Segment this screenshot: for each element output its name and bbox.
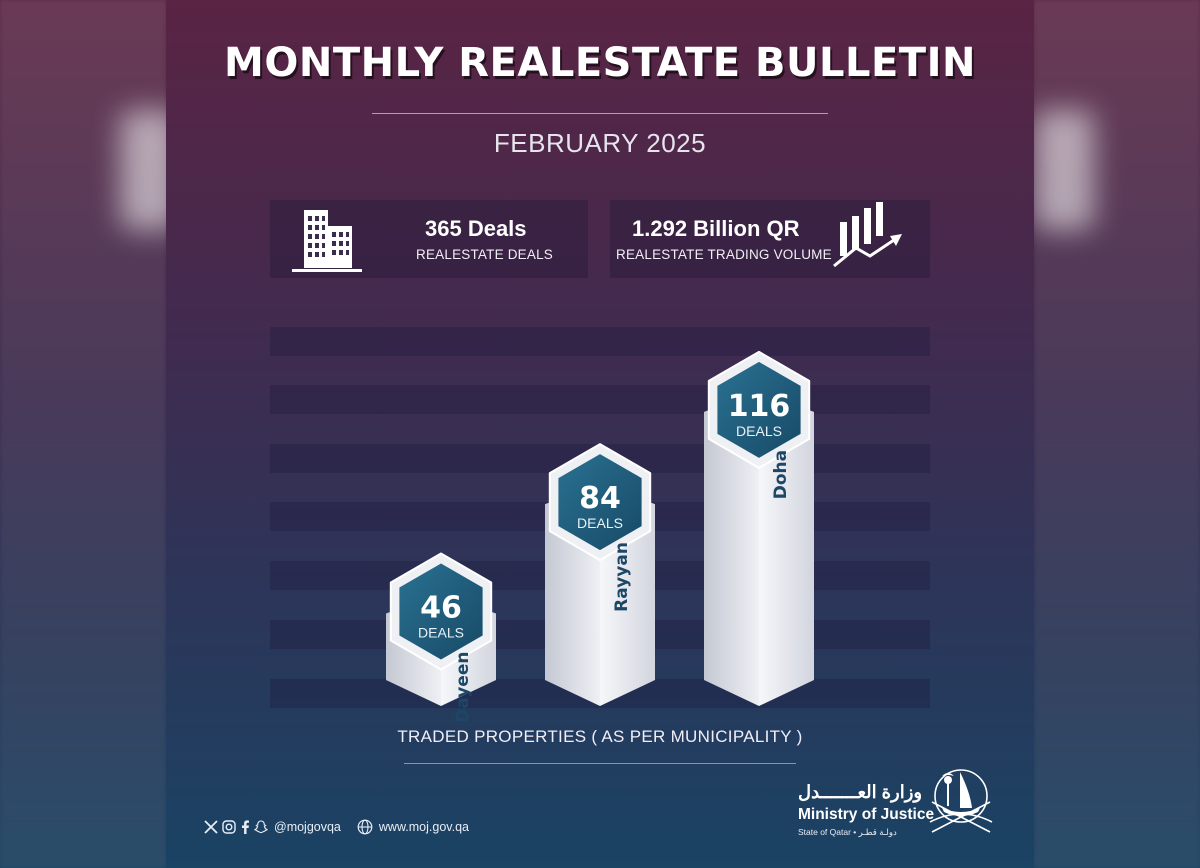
x-axis-caption: TRADED PROPERTIES ( AS PER MUNICIPALITY … [397,727,803,746]
ministry-logo-english: Ministry of Justice [798,806,935,823]
page-title: MONTHLY REALESTATE BULLETIN [224,40,976,86]
deals-label: REALESTATE DEALS [416,247,553,262]
snapchat-icon[interactable] [254,820,268,834]
qatar-emblem-icon [929,769,993,833]
bar-badge [558,454,642,551]
bar-badge [399,563,483,660]
bar-left-face [704,391,759,706]
globe-icon [357,819,373,835]
instagram-icon[interactable] [222,820,236,834]
social-handle[interactable]: @mojgovqa [274,820,341,834]
volume-value: 1.292 Billion QR [632,216,800,241]
bar-value-label: 84 [579,481,621,516]
bar-right-face [759,391,814,706]
bar-unit-label: DEALS [577,515,623,531]
bar-unit-label: DEALS [736,423,782,439]
bar-category-label: Rayyan [612,542,632,612]
period-label: FEBRUARY 2025 [493,128,707,158]
bar-category-label: Doha [771,450,791,499]
building-icon [292,210,362,272]
caption-divider [404,763,796,764]
bulletin-card: MONTHLY REALESTATE BULLETIN FEBRUARY 202… [166,0,1034,868]
deals-value: 365 Deals [425,216,527,241]
x-icon[interactable] [204,820,218,834]
bar-unit-label: DEALS [418,625,464,641]
grid-stripe [270,385,930,414]
social-links: @mojgovqa www.moj.gov.qa [204,819,469,835]
website-link[interactable]: www.moj.gov.qa [378,820,469,834]
grid-stripe [270,327,930,356]
bar-badge [717,361,801,458]
blurred-background-right [1034,0,1200,868]
ministry-logo-subtitle: State of Qatar • دولـة قطـر [798,827,897,837]
volume-stat-box: 1.292 Billion QR REALESTATE TRADING VOLU… [610,200,930,278]
bar-growth-arrow-icon [833,202,902,268]
facebook-icon[interactable] [240,820,250,834]
blurred-background-left [0,0,180,868]
ministry-logo-arabic: وزارة العـــــــدل [798,782,923,802]
bar-value-label: 116 [728,389,791,424]
volume-label: REALESTATE TRADING VOLUME [616,247,832,262]
deals-stat-box: 365 Deals REALESTATE DEALS [270,200,588,278]
bar-value-label: 46 [420,591,462,626]
bar-category-label: Dayeen [453,652,473,723]
title-divider [372,113,828,114]
